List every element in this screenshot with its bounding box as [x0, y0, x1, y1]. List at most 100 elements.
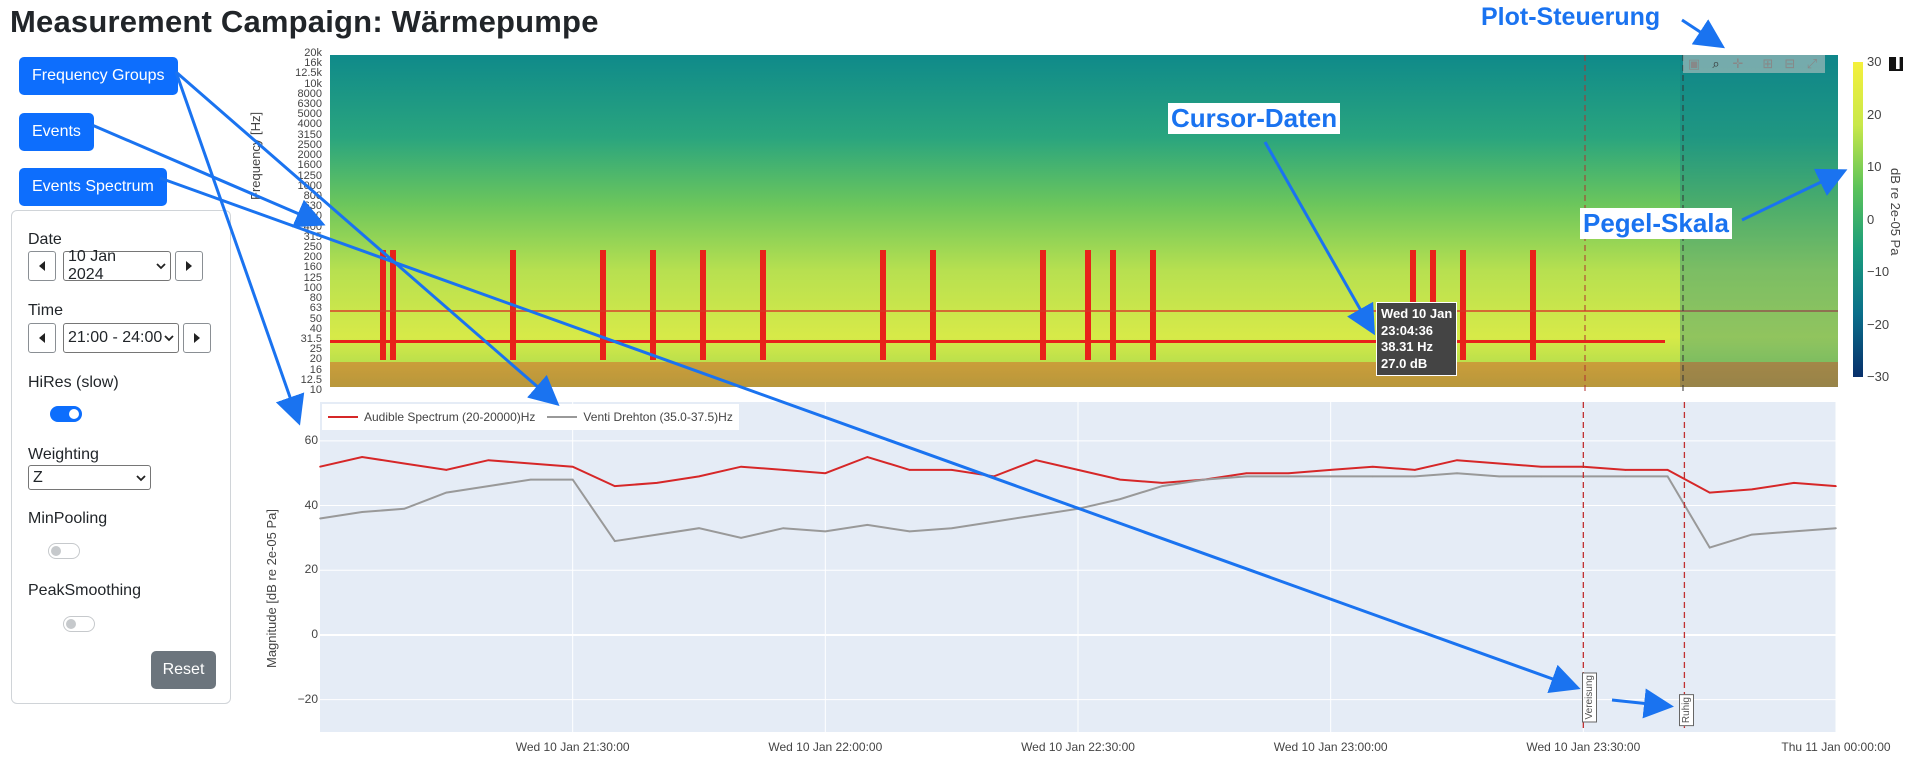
series-point: [571, 478, 574, 481]
hires-label: HiRes (slow): [28, 374, 119, 391]
series-point: [782, 527, 785, 529]
colorbar-tick: −30: [1867, 369, 1890, 384]
series-point: [1414, 469, 1416, 471]
time-label: Time: [28, 302, 63, 319]
magnitude-xtick: Wed 10 Jan 21:30:00: [515, 740, 630, 754]
series-point: [1119, 478, 1121, 481]
series-point: [908, 530, 911, 533]
caret-left-icon: [39, 333, 45, 343]
magnitude-xtick: Wed 10 Jan 23:30:00: [1526, 740, 1641, 754]
series-point: [487, 485, 490, 487]
hires-toggle[interactable]: [50, 406, 82, 422]
series-point: [1835, 485, 1837, 487]
peaksmoothing-label: PeakSmoothing: [28, 582, 141, 599]
magnitude-ytick: 60: [304, 432, 318, 447]
plotly-logo-icon: ▐: [1889, 57, 1903, 71]
spectrogram-ytick: 20k: [304, 47, 322, 59]
series-point: [1329, 469, 1332, 471]
spectrogram-ytick: 16k: [304, 57, 322, 70]
series-point: [529, 478, 532, 481]
series-point: [1666, 475, 1669, 478]
colorbar-tick: 10: [1867, 159, 1882, 174]
minpooling-toggle[interactable]: [48, 543, 80, 559]
series-point: [782, 469, 785, 471]
series-point: [1624, 469, 1627, 471]
series-point: [445, 469, 448, 471]
zoom-out-icon[interactable]: ⊟: [1784, 56, 1796, 71]
weighting-label: Weighting: [28, 446, 99, 463]
plot-modebar: ▣ ⌕ ✛ ⊞ ⊟ ⤢: [1683, 55, 1825, 73]
series-point: [992, 475, 995, 478]
series-point: [992, 520, 995, 523]
series-point: [1540, 475, 1543, 478]
peaksmoothing-toggle[interactable]: [63, 616, 95, 632]
weighting-select[interactable]: Z: [28, 465, 151, 490]
series-point: [1498, 475, 1500, 478]
series-point: [740, 537, 742, 539]
series-point: [1750, 488, 1753, 491]
series-point: [824, 530, 827, 533]
tooltip-date: Wed 10 Jan: [1381, 306, 1453, 321]
caret-left-icon: [39, 261, 45, 271]
magnitude-ylabel: Magnitude [dB re 2e-05 Pa]: [264, 509, 279, 668]
camera-icon[interactable]: ▣: [1687, 56, 1701, 71]
series-point: [1624, 475, 1627, 478]
colorbar-tick: −10: [1867, 264, 1890, 279]
series-point: [1371, 465, 1374, 468]
series-point: [1708, 546, 1711, 549]
series-point: [656, 533, 658, 536]
tooltip-frequency: 38.31 Hz: [1381, 339, 1434, 354]
magnitude-ytick: 0: [311, 626, 318, 641]
series-point: [950, 527, 953, 529]
tooltip-time: 23:04:36: [1381, 322, 1434, 338]
series-point: [445, 491, 448, 494]
magnitude-ytick: 20: [304, 562, 318, 577]
series-point: [1835, 527, 1837, 529]
series-point: [1245, 472, 1248, 474]
pan-icon[interactable]: ✛: [1732, 56, 1744, 71]
series-point: [529, 462, 532, 465]
zoom-in-icon[interactable]: ⊞: [1762, 56, 1774, 71]
series-point: [1119, 498, 1121, 500]
magnitude-ytick: −20: [297, 691, 318, 706]
series-point: [1793, 530, 1795, 533]
series-point: [1750, 533, 1753, 536]
page-title: Measurement Campaign: Wärmepumpe: [10, 4, 599, 39]
tooltip-level: 27.0 dB: [1381, 355, 1428, 371]
series-point: [613, 485, 616, 487]
autoscale-icon[interactable]: ⤢: [1806, 56, 1818, 71]
minpooling-label: MinPooling: [28, 510, 108, 527]
series-point: [1077, 507, 1079, 510]
zoom-icon[interactable]: ⌕: [1712, 56, 1720, 71]
series-point: [1498, 462, 1500, 465]
time-value: 21:00 - 24:00: [68, 329, 163, 346]
event-label-ruhig: Ruhig: [1679, 694, 1694, 727]
series-point: [698, 475, 700, 478]
series-point: [1245, 475, 1248, 478]
chart-legend: Audible Spectrum (20-20000)Hz Venti Dreh…: [322, 404, 739, 430]
colorbar-tick: 0: [1867, 211, 1875, 227]
toggle-knob: [69, 409, 79, 419]
colorbar: [1853, 62, 1863, 377]
series-point: [361, 456, 363, 458]
time-prev-button[interactable]: [28, 323, 56, 353]
series-point: [613, 540, 616, 542]
series-point: [1456, 472, 1458, 474]
series-point: [1287, 472, 1290, 474]
weighting-value: Z: [33, 468, 43, 486]
legend-swatch-gray: [547, 416, 578, 418]
event-label-vereisung: Vereisung: [1582, 672, 1597, 723]
magnitude-xtick: Wed 10 Jan 22:00:00: [768, 740, 883, 754]
legend-item-venti[interactable]: Venti Drehton (35.0-37.5)Hz: [583, 410, 733, 424]
legend-item-audible[interactable]: Audible Spectrum (20-20000)Hz: [364, 410, 536, 424]
series-point: [1456, 459, 1458, 462]
annotation-level-scale: Pegel-Skala: [1580, 208, 1732, 239]
date-prev-button[interactable]: [28, 251, 56, 281]
frequency-groups-button[interactable]: Frequency Groups: [19, 57, 178, 95]
series-point: [403, 507, 406, 510]
series-point: [319, 517, 321, 520]
colorbar-tick: 20: [1867, 106, 1882, 122]
cursor-tooltip: Wed 10 Jan 23:04:36 38.31 Hz 27.0 dB: [1376, 302, 1458, 376]
date-label: Date: [28, 231, 62, 248]
